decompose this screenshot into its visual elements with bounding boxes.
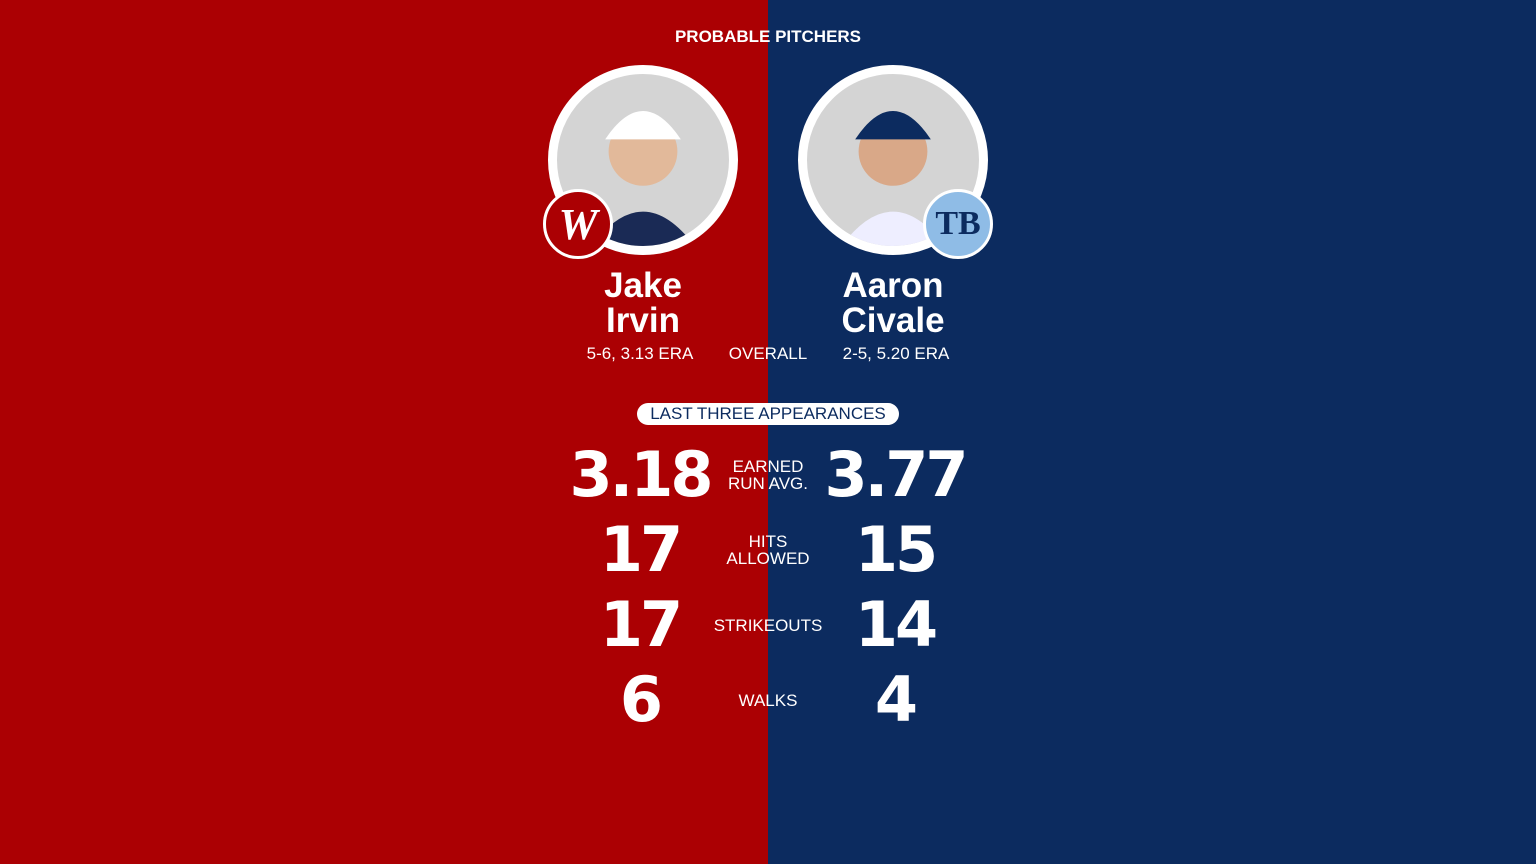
- rays-logo-icon: TB: [923, 189, 993, 259]
- section-label: LAST THREE APPEARANCES: [637, 403, 899, 425]
- pitcher-name-right: Aaron Civale: [773, 268, 1013, 338]
- stat-label-line: EARNED: [732, 457, 804, 476]
- stat-label-line: STRIKEOUTS: [713, 616, 823, 635]
- last-name: Civale: [841, 301, 945, 340]
- stat-value-left: 17: [599, 588, 683, 661]
- nationals-logo-icon: W: [543, 189, 613, 259]
- stat-value-right: 14: [854, 588, 938, 661]
- pitcher-photo-left: [548, 65, 738, 255]
- stat-value-right: 4: [874, 663, 918, 736]
- record-right: 2-5, 5.20 ERA: [842, 344, 950, 363]
- stat-label: EARNED RUN AVG.: [668, 458, 868, 492]
- stat-value-left: 3.18: [569, 438, 714, 511]
- first-name: Aaron: [842, 266, 944, 305]
- last-name: Irvin: [606, 301, 680, 340]
- stat-value-left: 6: [619, 663, 663, 736]
- overall-label: OVERALL: [728, 344, 808, 363]
- page-title: PROBABLE PITCHERS: [674, 27, 862, 46]
- stat-label-line: RUN AVG.: [728, 474, 808, 493]
- stat-label-line: WALKS: [738, 691, 798, 710]
- stat-label: WALKS: [668, 692, 868, 709]
- stat-value-right: 15: [854, 513, 938, 586]
- stat-label-line: HITS: [748, 532, 788, 551]
- record-left: 5-6, 3.13 ERA: [586, 344, 694, 363]
- stat-label: HITS ALLOWED: [668, 533, 868, 567]
- first-name: Jake: [604, 266, 682, 305]
- stat-label: STRIKEOUTS: [668, 617, 868, 634]
- stat-label-line: ALLOWED: [726, 549, 810, 568]
- pitcher-name-left: Jake Irvin: [523, 268, 763, 338]
- stat-value-right: 3.77: [824, 438, 969, 511]
- stat-value-left: 17: [599, 513, 683, 586]
